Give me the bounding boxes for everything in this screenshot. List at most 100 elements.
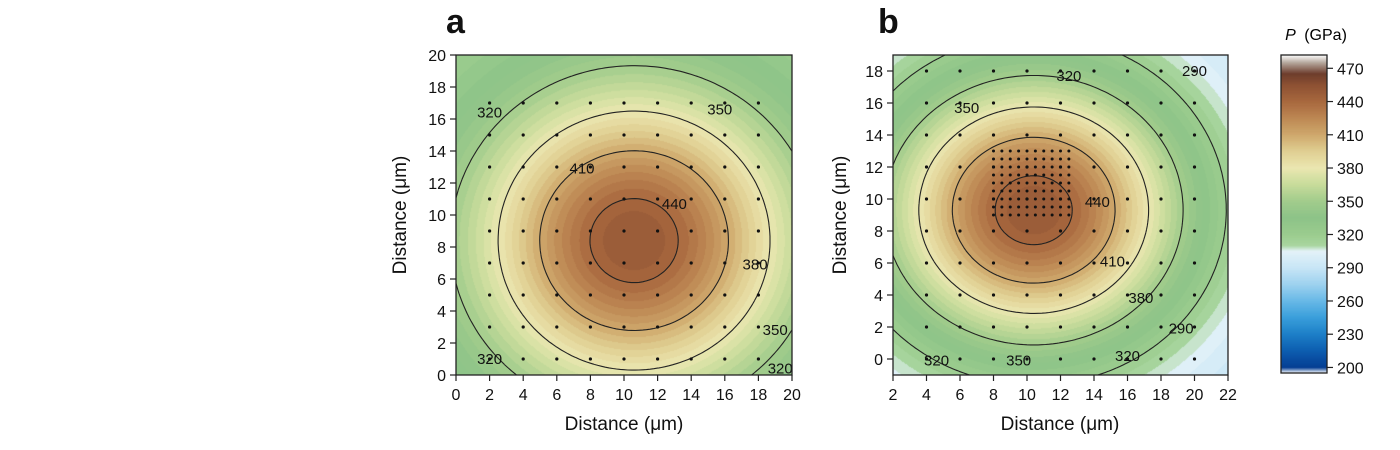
dense-sample-point <box>1025 149 1029 153</box>
sample-point <box>1125 165 1130 169</box>
sample-point <box>1192 293 1197 297</box>
dense-sample-point <box>1042 213 1046 217</box>
sample-point <box>756 261 761 265</box>
sample-point <box>588 197 593 201</box>
colorbar-tick-label: 200 <box>1337 360 1364 377</box>
x-tick-label: 18 <box>1152 387 1170 404</box>
dense-sample-point <box>1033 205 1037 209</box>
sample-point <box>1025 133 1029 137</box>
sample-point <box>756 325 761 329</box>
sample-point <box>1192 69 1197 73</box>
sample-point <box>723 357 727 361</box>
sample-point <box>1125 261 1130 265</box>
contour-label: 320 <box>1115 348 1140 365</box>
sample-point <box>958 133 962 137</box>
sample-point <box>1159 293 1163 297</box>
sample-point <box>1092 325 1096 329</box>
x-tick-label: 2 <box>889 387 898 404</box>
contour-label: 290 <box>1182 63 1207 80</box>
y-tick-label: 8 <box>437 240 446 257</box>
sample-point <box>1192 197 1197 201</box>
dense-sample-point <box>1042 149 1046 153</box>
panel-a-contours <box>455 65 793 376</box>
sample-point <box>958 69 962 73</box>
contour-line-320 <box>892 54 1227 376</box>
sample-point <box>622 197 626 201</box>
x-tick-label: 14 <box>1085 387 1103 404</box>
sample-point <box>1125 197 1130 201</box>
sample-point <box>924 133 929 137</box>
sample-point <box>1092 165 1096 169</box>
y-tick-label: 14 <box>865 128 883 145</box>
sample-point <box>588 325 593 329</box>
sample-point <box>958 101 962 105</box>
sample-point <box>588 261 593 265</box>
contour-label: 290 <box>1169 321 1194 338</box>
sample-point <box>991 133 996 137</box>
x-tick-label: 12 <box>1052 387 1070 404</box>
colorbar-title-var: P <box>1285 27 1296 44</box>
sample-point <box>958 325 962 329</box>
x-tick-label: 20 <box>1186 387 1204 404</box>
colorbar-tick-label: 260 <box>1337 294 1364 311</box>
sample-point <box>521 165 525 169</box>
dense-sample-point <box>1025 189 1029 193</box>
y-tick-label: 10 <box>428 208 446 225</box>
sample-point <box>689 325 693 329</box>
x-tick-label: 12 <box>649 387 667 404</box>
sample-point <box>924 101 929 105</box>
dense-sample-point <box>1050 197 1054 201</box>
colorbar-gradient <box>1281 55 1327 373</box>
sample-point <box>622 133 626 137</box>
dense-sample-point <box>1042 157 1046 161</box>
sample-point <box>1192 133 1197 137</box>
dense-sample-point <box>1033 165 1037 169</box>
y-tick-label: 6 <box>437 272 446 289</box>
dense-sample-point <box>1017 149 1021 153</box>
dense-sample-point <box>1033 213 1037 217</box>
y-tick-label: 6 <box>874 256 883 273</box>
sample-point <box>924 261 929 265</box>
sample-point <box>1058 69 1063 73</box>
sample-point <box>958 229 962 233</box>
dense-sample-point <box>1000 165 1004 169</box>
dense-sample-point <box>1000 197 1004 201</box>
sample-point <box>958 357 962 361</box>
panel-a-contour-labels: 320 350 410 440 380 350 320 320 <box>477 101 793 377</box>
dense-sample-point <box>992 189 995 193</box>
colorbar: P (GPa) 200 230 260 290 320 350 380 410 440 470 <box>1280 27 1364 377</box>
x-tick-label: 16 <box>716 387 734 404</box>
dense-sample-point <box>1033 173 1037 177</box>
sample-point <box>756 165 761 169</box>
sample-point <box>1058 357 1063 361</box>
dense-sample-point <box>1000 157 1004 161</box>
sample-point <box>991 101 996 105</box>
sample-point <box>1092 293 1096 297</box>
sample-point <box>1192 325 1197 329</box>
colorbar-ticks: 200 230 260 290 320 350 380 410 440 470 <box>1327 61 1364 377</box>
dense-sample-point <box>1008 213 1012 217</box>
contour-label: 410 <box>569 161 594 178</box>
dense-sample-point <box>1067 205 1071 209</box>
sample-point <box>1058 229 1063 233</box>
x-tick-label: 8 <box>989 387 998 404</box>
sample-point <box>1025 293 1029 297</box>
sample-point <box>924 197 929 201</box>
sample-point <box>924 69 929 73</box>
contour-label: 350 <box>707 101 732 118</box>
dense-sample-point <box>1033 197 1037 201</box>
dense-sample-point <box>1050 189 1054 193</box>
panel-b-x-axis-title: Distance (μm) <box>1001 414 1120 435</box>
sample-point <box>1192 229 1197 233</box>
dense-sample-point <box>1017 181 1021 185</box>
colorbar-frame <box>1280 54 1328 374</box>
sample-point <box>1025 69 1029 73</box>
sample-point <box>488 229 492 233</box>
sample-point <box>689 165 693 169</box>
sample-point <box>756 101 761 105</box>
dense-sample-point <box>992 149 995 153</box>
colorbar-tick-label: 230 <box>1337 327 1364 344</box>
panel-b-letter: b <box>878 3 899 41</box>
